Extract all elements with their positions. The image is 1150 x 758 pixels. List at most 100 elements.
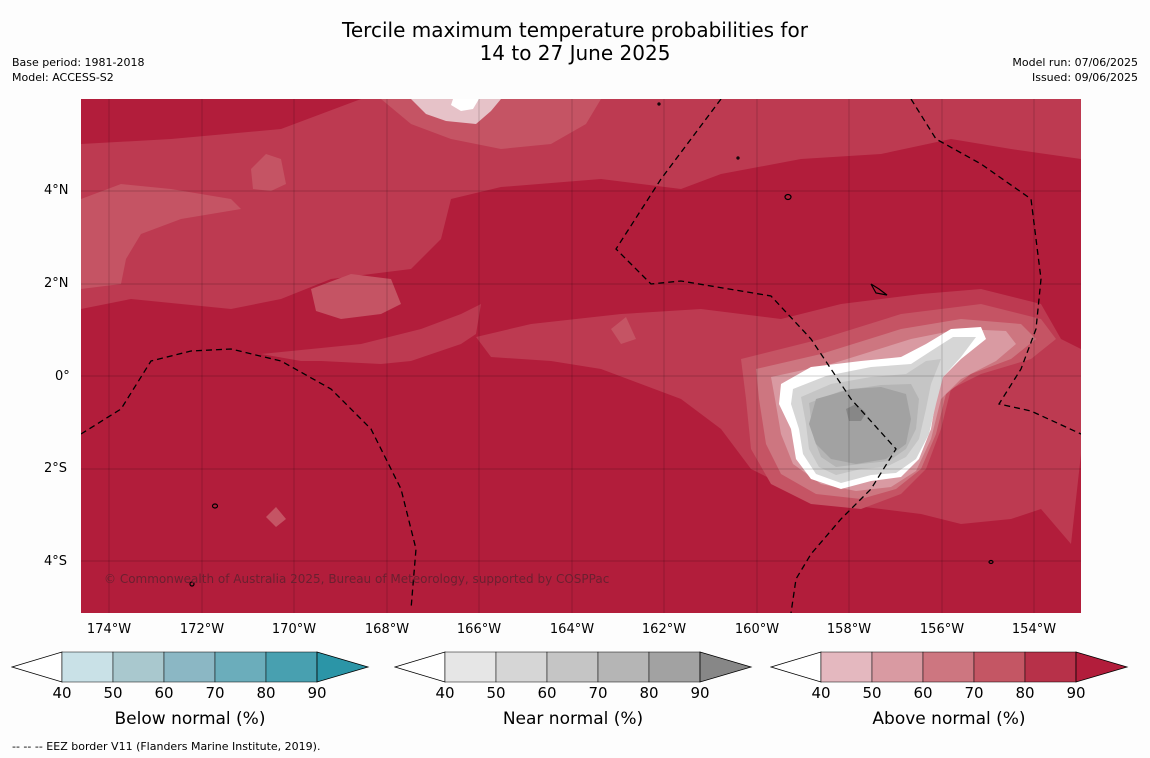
colorbar-below-normal — [11, 651, 371, 683]
cbar-near-tick: 70 — [588, 684, 608, 702]
colorbar-extend-low — [770, 651, 822, 683]
lat-label-0: 0° — [55, 369, 70, 384]
colorbar-swatch — [922, 651, 975, 683]
base-period: Base period: 1981-2018 — [12, 56, 145, 69]
lon-label-172w: 172°W — [179, 622, 225, 637]
issued-date: Issued: 09/06/2025 — [1031, 71, 1138, 84]
colorbar-above-title: Above normal (%) — [872, 709, 1026, 729]
cbar-near-tick: 80 — [639, 684, 659, 702]
band-white-top — [411, 99, 501, 124]
colorbar-below-svg — [11, 651, 370, 683]
cbar-below-tick: 50 — [103, 684, 123, 702]
band-above-60-spot — [611, 317, 636, 344]
colorbar-swatch — [820, 651, 873, 683]
colorbar-extend-high — [699, 651, 753, 683]
cbar-above-tick: 80 — [1015, 684, 1035, 702]
band-above-60-mid — [311, 274, 401, 319]
lon-label-154w: 154°W — [1011, 622, 1057, 637]
cbar-above-tick: 90 — [1066, 684, 1086, 702]
eez-line-central — [615, 99, 897, 613]
map-title-line1: Tercile maximum temperature probabilitie… — [342, 18, 808, 42]
cbar-below-tick: 80 — [256, 684, 276, 702]
colorbar-swatch — [546, 651, 599, 683]
island-6 — [657, 102, 661, 106]
eez-line-east — [910, 99, 1081, 435]
band-white-top-core — [451, 99, 479, 111]
colorbar-swatch — [444, 651, 497, 683]
island-2 — [870, 283, 888, 296]
colorbar-swatch — [163, 651, 216, 683]
cbar-below-tick: 90 — [307, 684, 327, 702]
colorbar-swatch — [265, 651, 318, 683]
colorbar-near-normal — [394, 651, 754, 683]
cbar-above-tick: 70 — [964, 684, 984, 702]
island-1 — [784, 193, 792, 201]
colorbar-near-title: Near normal (%) — [502, 709, 644, 729]
band-above-60-bump — [251, 154, 286, 191]
cbar-below-tick: 60 — [154, 684, 174, 702]
colorbar-extend-high — [1075, 651, 1129, 683]
band-above-70-north — [81, 99, 1081, 309]
colorbar-extend-high — [316, 651, 370, 683]
lat-label-2n: 2°N — [44, 276, 69, 291]
cbar-above-tick: 40 — [811, 684, 831, 702]
lon-label-162w: 162°W — [641, 622, 687, 637]
colorbar-swatch — [597, 651, 650, 683]
colorbar-swatch — [495, 651, 548, 683]
cbar-above-tick: 50 — [862, 684, 882, 702]
probability-map — [81, 99, 1081, 613]
band-near-80 — [809, 387, 911, 464]
base-info: Base period: 1981-2018 Model: ACCESS-S2 — [12, 55, 144, 85]
model-name: Model: ACCESS-S2 — [12, 71, 114, 84]
lon-label-156w: 156°W — [919, 622, 965, 637]
eez-line-west — [81, 348, 417, 610]
colorbar-below-title: Below normal (%) — [114, 709, 266, 729]
band-above-60-west — [81, 184, 241, 289]
lat-label-4n: 4°N — [44, 183, 69, 198]
island-5 — [988, 559, 994, 565]
colorbar-swatch — [871, 651, 924, 683]
map-title-line2: 14 to 27 June 2025 — [479, 41, 671, 65]
colorbar-near-svg — [394, 651, 753, 683]
colorbar-swatch — [1024, 651, 1077, 683]
cbar-below-tick: 40 — [52, 684, 72, 702]
colorbar-swatch — [61, 651, 114, 683]
band-near-90 — [846, 404, 866, 421]
cbar-near-tick: 50 — [486, 684, 506, 702]
cbar-near-tick: 40 — [435, 684, 455, 702]
cbar-near-tick: 60 — [537, 684, 557, 702]
colorbar-extend-low — [394, 651, 446, 683]
colorbar-above-normal — [770, 651, 1130, 683]
copyright-notice: © Commonwealth of Australia 2025, Bureau… — [104, 572, 610, 586]
eez-borders — [81, 99, 1081, 613]
colorbar-extend-low — [11, 651, 63, 683]
lon-label-174w: 174°W — [86, 622, 132, 637]
colorbar-swatch — [648, 651, 701, 683]
cbar-below-tick: 70 — [205, 684, 225, 702]
island-7 — [736, 156, 740, 160]
lat-label-2s: 2°S — [44, 461, 68, 476]
island-3 — [211, 503, 219, 509]
lon-label-164w: 164°W — [549, 622, 595, 637]
lon-label-170w: 170°W — [271, 622, 317, 637]
run-info: Model run: 07/06/2025 Issued: 09/06/2025 — [1012, 55, 1138, 85]
islands — [189, 102, 994, 587]
colorbar-swatch — [214, 651, 267, 683]
band-above-60-spot2 — [266, 507, 286, 527]
colorbar-swatch — [112, 651, 165, 683]
lon-label-168w: 168°W — [364, 622, 410, 637]
band-above-70-mid — [261, 304, 481, 364]
lat-label-4s: 4°S — [44, 554, 68, 569]
lon-label-158w: 158°W — [826, 622, 872, 637]
cbar-above-tick: 60 — [913, 684, 933, 702]
island-4 — [189, 581, 195, 587]
map-svg — [81, 99, 1081, 613]
graticule — [81, 99, 1081, 613]
colorbar-swatch — [973, 651, 1026, 683]
eez-footnote: -- -- -- EEZ border V11 (Flanders Marine… — [12, 740, 321, 753]
lon-label-166w: 166°W — [456, 622, 502, 637]
colorbar-above-svg — [770, 651, 1129, 683]
cbar-near-tick: 90 — [690, 684, 710, 702]
model-run-date: Model run: 07/06/2025 — [1012, 56, 1138, 69]
lon-label-160w: 160°W — [734, 622, 780, 637]
